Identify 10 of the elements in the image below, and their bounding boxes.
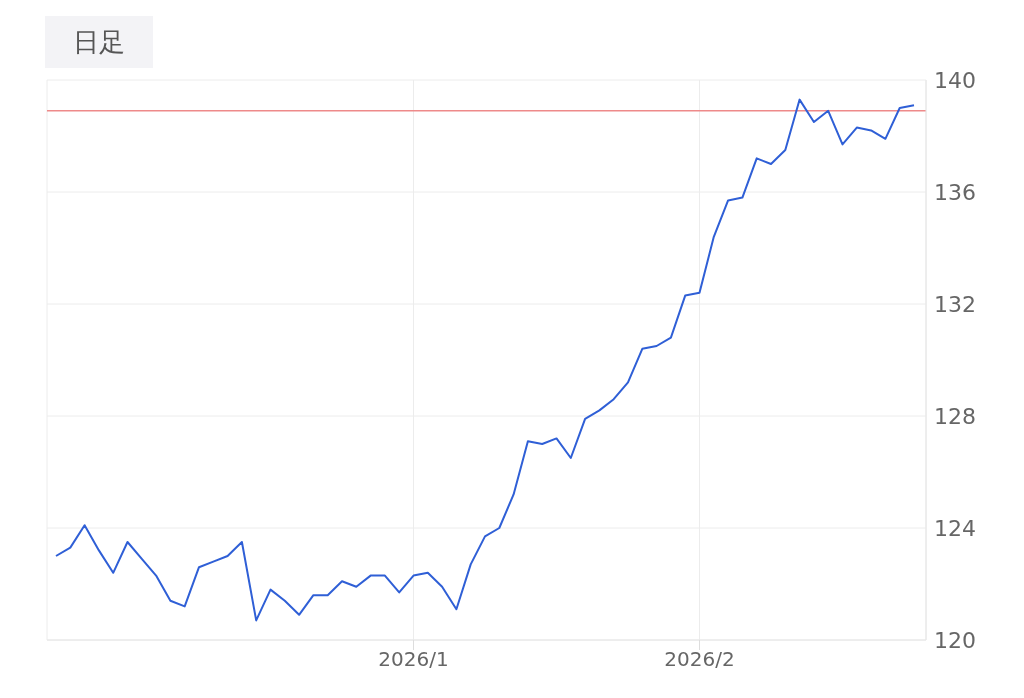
y-tick-label: 124 [934, 515, 976, 541]
chart-title: 日足 [45, 16, 153, 68]
y-tick-label: 120 [934, 627, 976, 653]
y-tick-label: 140 [934, 67, 976, 93]
y-tick-label: 128 [934, 403, 976, 429]
x-tick-label: 2026/1 [378, 647, 449, 672]
x-tick-label: 2026/2 [664, 647, 735, 672]
y-tick-label: 132 [934, 291, 976, 317]
y-tick-label: 136 [934, 179, 976, 205]
line-series [55, 98, 915, 622]
